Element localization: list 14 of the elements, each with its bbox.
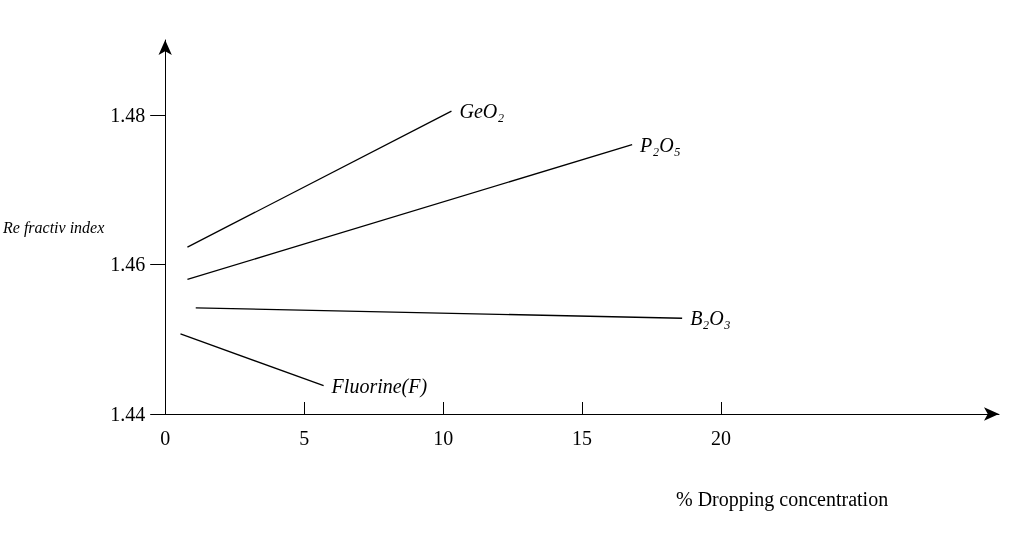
- x-axis-title: % Dropping concentration: [676, 488, 889, 511]
- series-label: Fluorine(F): [330, 374, 428, 398]
- y-tick-label: 1.48: [110, 103, 146, 126]
- y-tick-label: 1.44: [110, 403, 146, 425]
- series-label: B₂O₃: [690, 307, 731, 330]
- x-tick-label: 10: [433, 427, 454, 449]
- x-tick-label: 15: [572, 427, 593, 449]
- x-tick-label: 20: [711, 427, 732, 449]
- y-tick-label: 1.46: [110, 253, 146, 276]
- series-label: P₂O₅: [639, 133, 681, 156]
- x-tick-label: 0: [160, 427, 171, 449]
- y-axis-title: Re fractiv index: [2, 218, 105, 237]
- x-tick-label: 5: [299, 427, 310, 449]
- series-label: GeO₂: [459, 100, 505, 123]
